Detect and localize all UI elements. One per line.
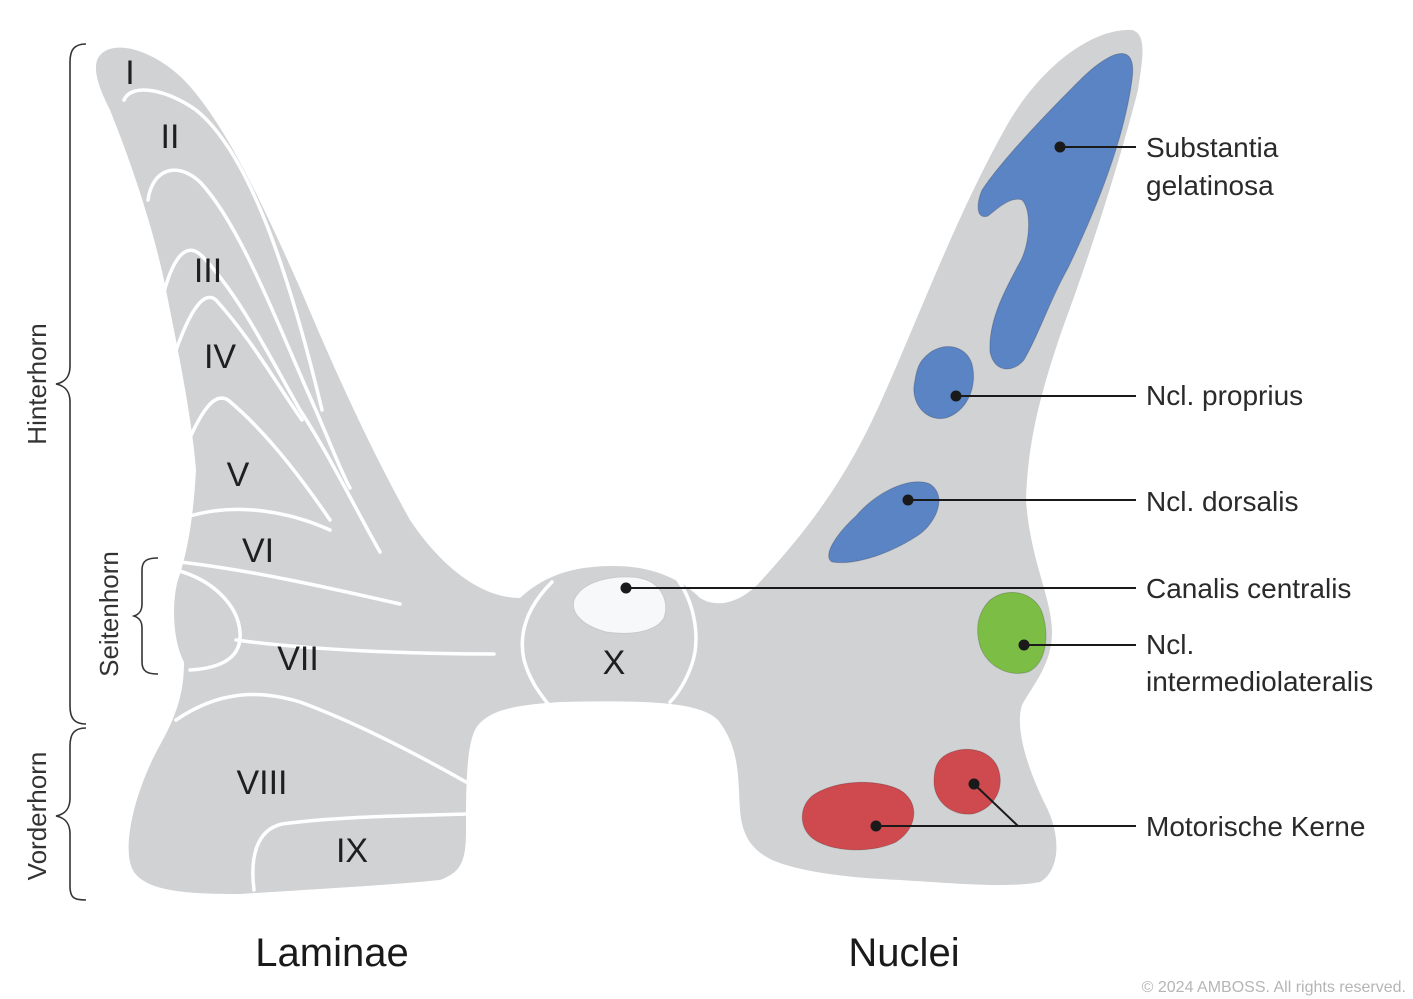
seitenhorn-brace: [131, 557, 159, 675]
lamina-boundary-line: [188, 507, 332, 532]
lamina-boundary-line: [168, 295, 304, 422]
lamina-label-x: X: [603, 644, 626, 682]
motorische-kerne-shape-2: [801, 781, 915, 851]
lamina-boundary-line: [234, 638, 496, 656]
lamina-label-ix: IX: [336, 832, 368, 870]
lamina-boundary-line: [160, 248, 382, 554]
leader-dot: [902, 494, 914, 506]
lamina-boundary-line: [184, 396, 332, 522]
label-ncl-intermediolateralis-1: Ncl.: [1146, 629, 1194, 660]
label-ncl-intermediolateralis-2: intermediolateralis: [1146, 666, 1373, 697]
label-vorderhorn: Vorderhorn: [22, 752, 52, 881]
leader-dot: [950, 390, 962, 402]
lamina-label-vii: VII: [277, 640, 319, 678]
grey-matter-shape: [95, 29, 1143, 894]
nucleus-labels: Substantia gelatinosa Ncl. proprius Ncl.…: [1146, 132, 1373, 842]
leader-dot: [1054, 141, 1066, 153]
lamina-boundary-line: [251, 812, 468, 892]
lamina-boundary-line: [122, 88, 324, 412]
hinterhorn-brace: [55, 43, 87, 725]
leader-lines: [620, 141, 1136, 832]
title-laminae: Laminae: [255, 931, 408, 975]
label-ncl-proprius: Ncl. proprius: [1146, 380, 1303, 411]
lamina-boundary-line: [178, 560, 402, 606]
lamina-label-ii: II: [161, 118, 180, 156]
label-canalis-centralis: Canalis centralis: [1146, 573, 1351, 604]
label-ncl-dorsalis: Ncl. dorsalis: [1146, 486, 1298, 517]
lamina-label-i: I: [125, 54, 134, 92]
leader-dot: [620, 582, 632, 594]
motorische-kerne-shape-1: [933, 748, 1001, 815]
canalis-centralis-shape: [572, 576, 667, 634]
lamina-boundary-line: [174, 568, 242, 672]
lamina-label-vi: VI: [242, 532, 274, 570]
lamina-label-viii: VIII: [236, 764, 287, 802]
leader-dot: [870, 820, 882, 832]
lamina-boundary-line: [520, 580, 554, 706]
lamina-boundary-line: [668, 578, 698, 704]
label-seitenhorn: Seitenhorn: [94, 551, 124, 677]
vorderhorn-brace: [55, 727, 87, 901]
lamina-boundaries: [122, 88, 698, 892]
title-nuclei: Nuclei: [848, 931, 959, 975]
lamina-label-v: V: [227, 456, 250, 494]
label-motorische-kerne: Motorische Kerne: [1146, 811, 1365, 842]
lamina-label-iii: III: [194, 252, 222, 290]
leader-dot: [1018, 639, 1030, 651]
ncl-intermediolateralis-shape: [977, 591, 1047, 674]
leader-dot: [968, 778, 980, 790]
lamina-labels: I II III IV V VI VII VIII IX X: [125, 54, 625, 870]
label-hinterhorn: Hinterhorn: [22, 323, 52, 444]
label-substantia-gelatinosa-1: Substantia: [1146, 132, 1279, 163]
lamina-boundary-line: [174, 692, 468, 784]
region-braces: Hinterhorn Seitenhorn Vorderhorn: [22, 43, 159, 901]
label-substantia-gelatinosa-2: gelatinosa: [1146, 170, 1274, 201]
lamina-label-iv: IV: [204, 338, 236, 376]
substantia-gelatinosa-shape: [977, 53, 1134, 370]
lamina-boundary-line: [146, 168, 352, 490]
copyright-notice: © 2024 AMBOSS. All rights reserved.: [1142, 979, 1406, 996]
